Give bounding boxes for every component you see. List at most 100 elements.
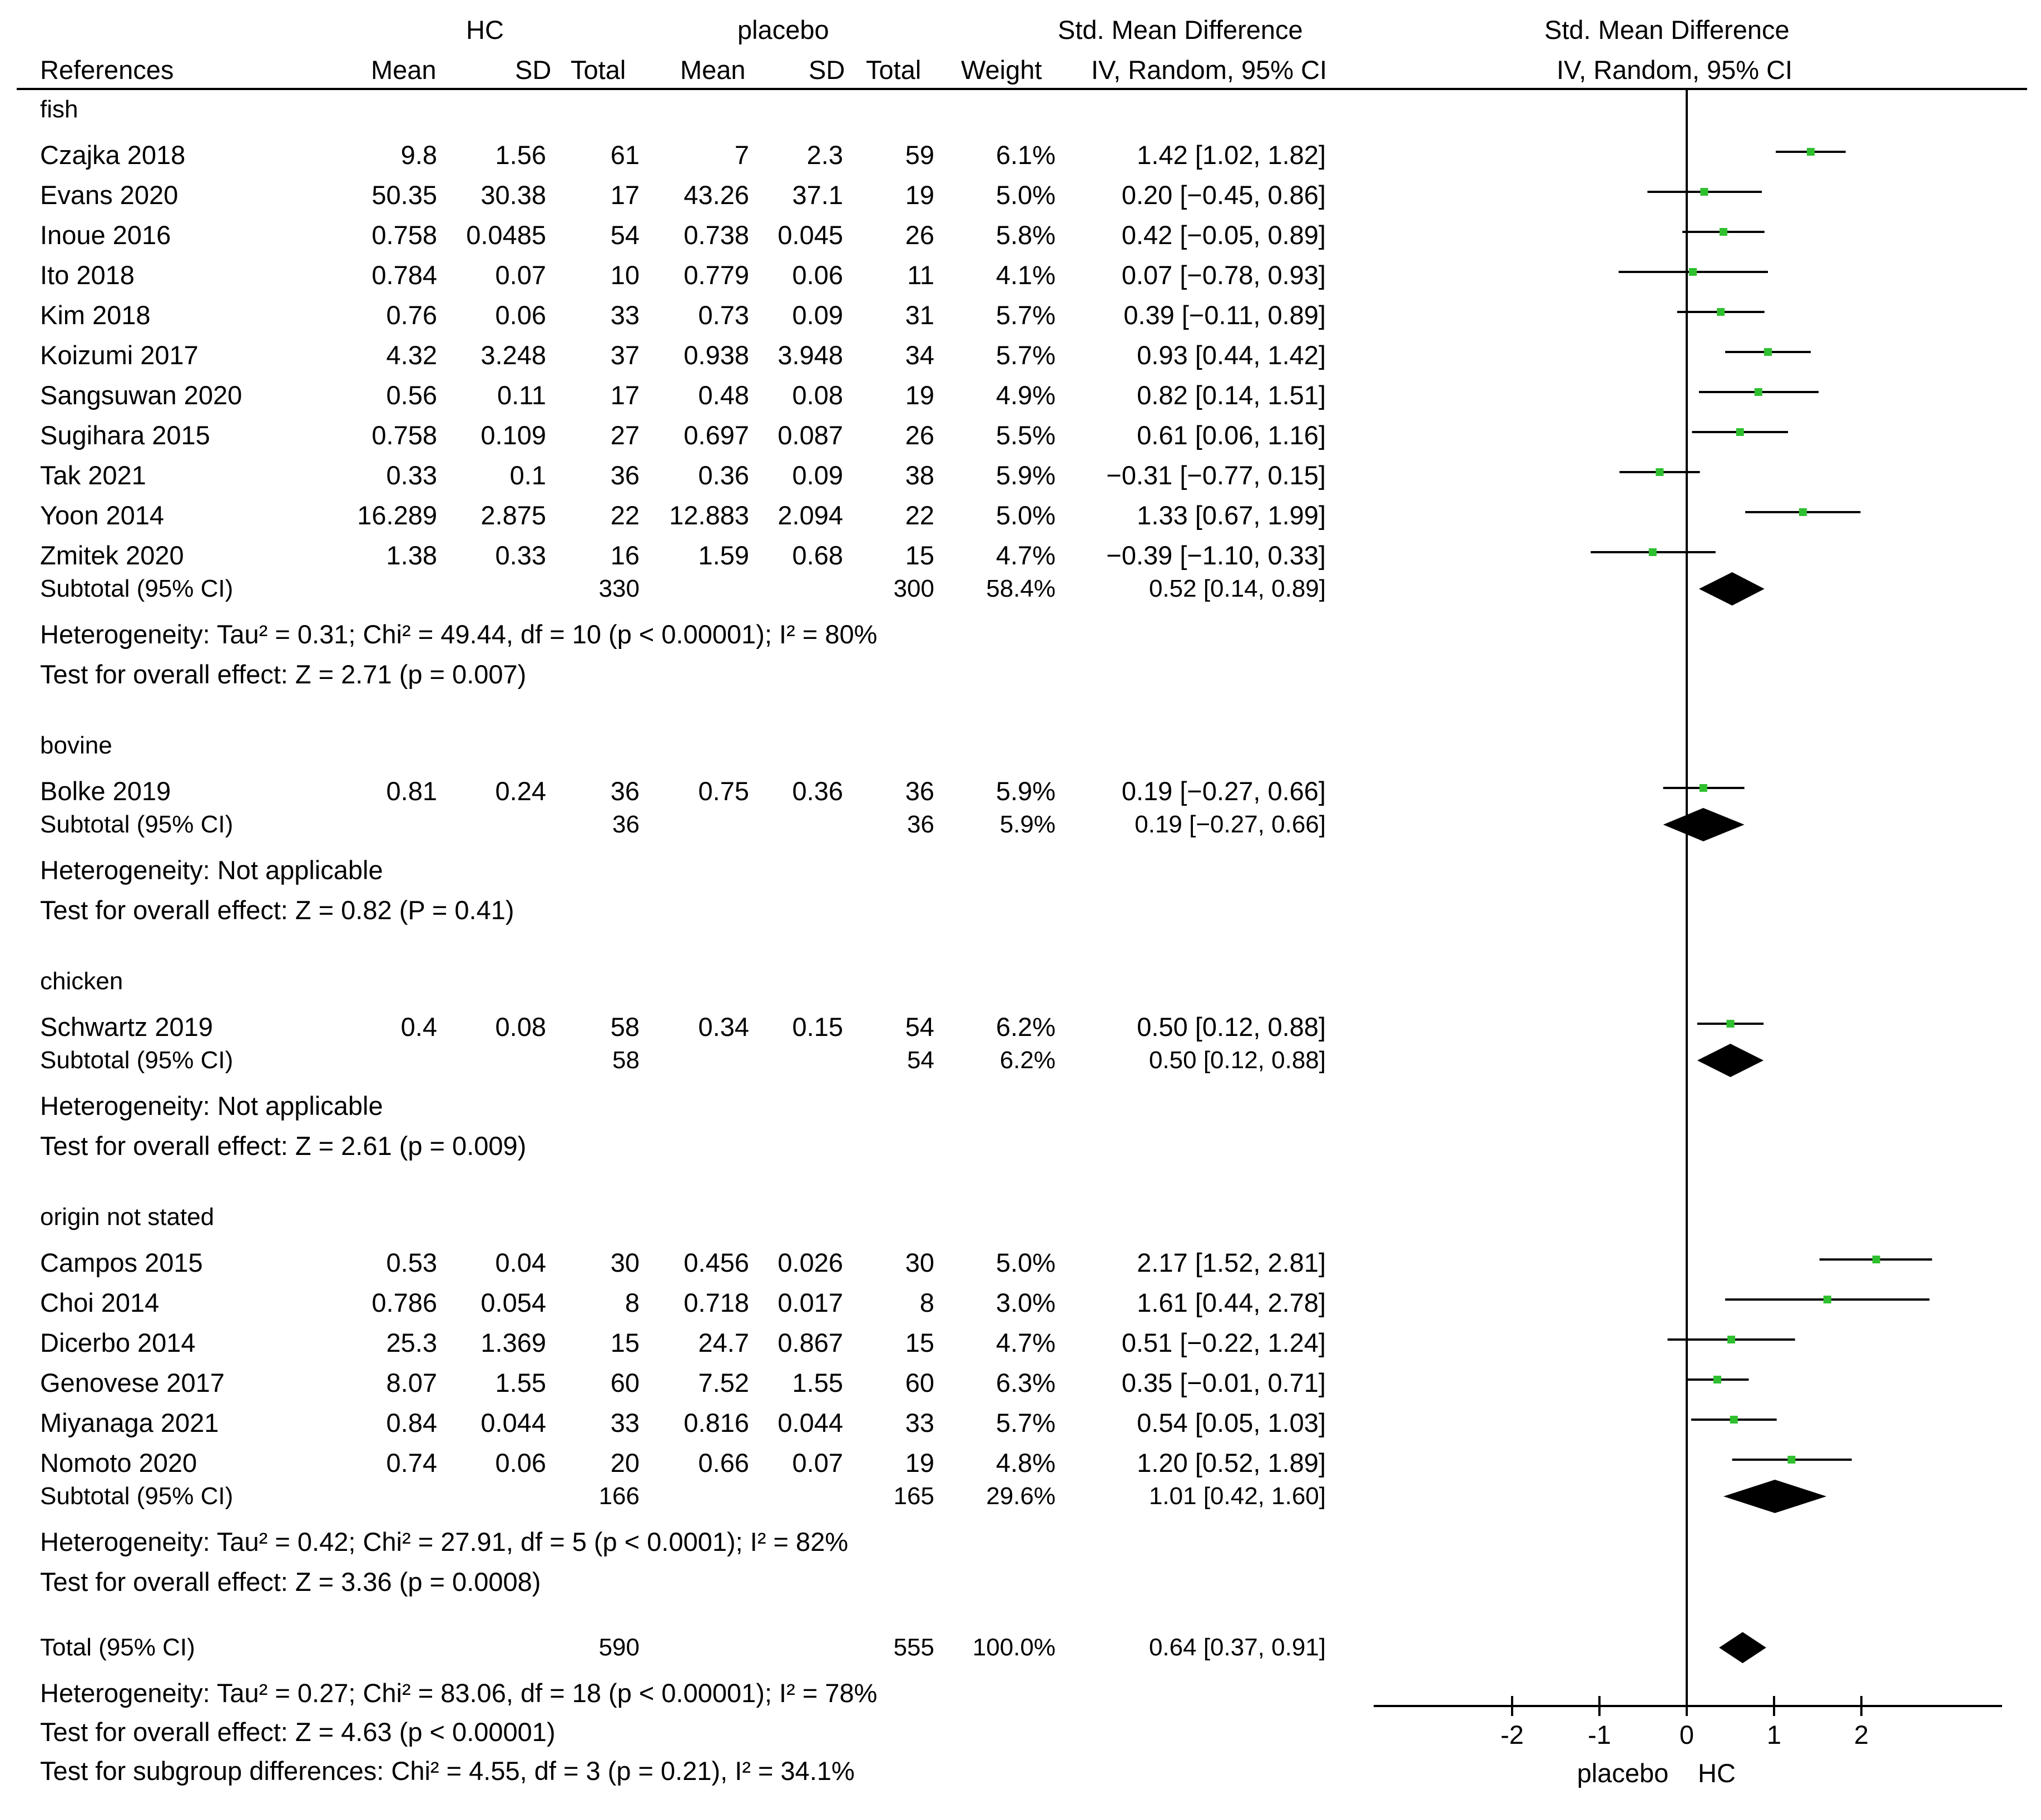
placebo-mean-cell: 0.697: [683, 420, 749, 450]
ci-cell: 0.61 [0.06, 1.16]: [1137, 420, 1326, 450]
x-tick-label: 0: [1680, 1720, 1694, 1749]
weight-cell: 5.7%: [995, 300, 1056, 330]
placebo-total-cell: 59: [905, 140, 934, 170]
placebo-total-cell: 38: [905, 460, 934, 490]
hc-mean-cell: 0.74: [386, 1448, 437, 1477]
header-placebo-sd: SD: [809, 55, 845, 85]
subtotal-weight: 6.2%: [999, 1047, 1056, 1074]
x-tick-label: -2: [1500, 1720, 1524, 1749]
study-point-estimate: [1719, 228, 1727, 236]
ci-cell: 1.42 [1.02, 1.82]: [1137, 140, 1326, 170]
placebo-sd-cell: 0.867: [777, 1328, 843, 1357]
ci-cell: 2.17 [1.52, 2.81]: [1137, 1248, 1326, 1277]
hc-total-cell: 36: [610, 776, 640, 806]
smd-column-title: Std. Mean Difference: [1058, 15, 1303, 44]
hc-mean-cell: 0.784: [371, 260, 437, 290]
weight-cell: 4.1%: [995, 260, 1056, 290]
hc-sd-cell: 0.109: [480, 420, 546, 450]
weight-cell: 5.5%: [995, 420, 1056, 450]
placebo-total-cell: 60: [905, 1368, 934, 1397]
subtotal-hc-total: 166: [598, 1482, 640, 1510]
placebo-mean-cell: 0.938: [683, 340, 749, 370]
weight-cell: 6.2%: [995, 1012, 1056, 1042]
placebo-mean-cell: 0.816: [683, 1408, 749, 1437]
placebo-sd-cell: 2.094: [777, 500, 843, 530]
placebo-sd-cell: 37.1: [792, 180, 843, 210]
x-tick-label: 1: [1767, 1720, 1781, 1749]
placebo-sd-cell: 0.36: [792, 776, 843, 806]
study-reference: Bolke 2019: [40, 776, 171, 806]
ci-cell: 0.07 [−0.78, 0.93]: [1121, 260, 1326, 290]
hc-total-cell: 58: [610, 1012, 640, 1042]
placebo-mean-cell: 7.52: [698, 1368, 749, 1397]
ci-cell: 0.20 [−0.45, 0.86]: [1121, 180, 1326, 210]
placebo-sd-cell: 0.68: [792, 540, 843, 570]
weight-cell: 6.3%: [995, 1368, 1056, 1397]
group-label: fish: [40, 96, 78, 123]
placebo-mean-cell: 0.75: [698, 776, 749, 806]
subtotal-diamond: [1698, 572, 1765, 606]
placebo-total-cell: 19: [905, 380, 934, 410]
hc-mean-cell: 0.53: [386, 1248, 437, 1277]
header-references: References: [40, 55, 174, 85]
total-heterogeneity-text: Heterogeneity: Tau² = 0.27; Chi² = 83.06…: [40, 1678, 878, 1708]
hc-sd-cell: 0.06: [495, 300, 546, 330]
hc-mean-cell: 25.3: [386, 1328, 437, 1357]
weight-cell: 5.7%: [995, 1408, 1056, 1437]
placebo-mean-cell: 0.34: [698, 1012, 749, 1042]
hc-sd-cell: 3.248: [480, 340, 546, 370]
hc-sd-cell: 0.0485: [466, 220, 546, 250]
placebo-mean-cell: 0.66: [698, 1448, 749, 1477]
placebo-mean-cell: 24.7: [698, 1328, 749, 1357]
subtotal-label: Subtotal (95% CI): [40, 1482, 234, 1510]
placebo-sd-cell: 0.15: [792, 1012, 843, 1042]
weight-cell: 5.9%: [995, 460, 1056, 490]
subtotal-weight: 29.6%: [986, 1482, 1056, 1510]
placebo-mean-cell: 0.718: [683, 1288, 749, 1317]
subtotal-diamond: [1663, 808, 1745, 841]
study-point-estimate: [1799, 508, 1807, 516]
study-reference: Czajka 2018: [40, 140, 186, 170]
hc-total-cell: 17: [610, 180, 640, 210]
study-reference: Inoue 2016: [40, 220, 171, 250]
subtotal-placebo-total: 36: [907, 811, 934, 838]
ci-cell: 1.33 [0.67, 1.99]: [1137, 500, 1326, 530]
hc-sd-cell: 0.054: [480, 1288, 546, 1317]
hc-mean-cell: 8.07: [386, 1368, 437, 1397]
placebo-mean-cell: 12.883: [669, 500, 749, 530]
placebo-sd-cell: 0.017: [777, 1288, 843, 1317]
weight-cell: 4.7%: [995, 540, 1056, 570]
hc-mean-cell: 16.289: [357, 500, 437, 530]
overall-effect-text: Test for overall effect: Z = 3.36 (p = 0…: [40, 1567, 541, 1596]
hc-mean-cell: 0.786: [371, 1288, 437, 1317]
total-overall-effect-text: Test for overall effect: Z = 4.63 (p < 0…: [40, 1717, 556, 1747]
overall-effect-text: Test for overall effect: Z = 2.71 (p = 0…: [40, 659, 527, 689]
hc-total-cell: 16: [610, 540, 640, 570]
placebo-mean-cell: 0.738: [683, 220, 749, 250]
total-weight: 100.0%: [972, 1634, 1056, 1661]
hc-total-cell: 37: [610, 340, 640, 370]
ci-cell: 0.54 [0.05, 1.03]: [1137, 1408, 1326, 1437]
heterogeneity-text: Heterogeneity: Not applicable: [40, 855, 383, 885]
overall-effect-text: Test for overall effect: Z = 0.82 (P = 0…: [40, 895, 514, 925]
placebo-sd-cell: 3.948: [777, 340, 843, 370]
subtotal-label: Subtotal (95% CI): [40, 1047, 234, 1074]
placebo-sd-cell: 0.08: [792, 380, 843, 410]
overall-diamond: [1719, 1632, 1766, 1663]
ci-cell: 1.20 [0.52, 1.89]: [1137, 1448, 1326, 1477]
ci-cell: 0.19 [−0.27, 0.66]: [1121, 776, 1326, 806]
heterogeneity-text: Heterogeneity: Tau² = 0.42; Chi² = 27.91…: [40, 1527, 849, 1556]
subtotal-weight: 58.4%: [986, 575, 1056, 602]
study-reference: Kim 2018: [40, 300, 151, 330]
study-reference: Dicerbo 2014: [40, 1328, 196, 1357]
subtotal-label: Subtotal (95% CI): [40, 575, 234, 602]
study-point-estimate: [1754, 388, 1762, 396]
weight-cell: 4.7%: [995, 1328, 1056, 1357]
ci-cell: −0.31 [−0.77, 0.15]: [1106, 460, 1326, 490]
study-reference: Choi 2014: [40, 1288, 160, 1317]
x-tick-label: -1: [1588, 1720, 1611, 1749]
group-label: origin not stated: [40, 1203, 215, 1231]
study-point-estimate: [1656, 468, 1664, 476]
heterogeneity-text: Heterogeneity: Tau² = 0.31; Chi² = 49.44…: [40, 619, 878, 649]
